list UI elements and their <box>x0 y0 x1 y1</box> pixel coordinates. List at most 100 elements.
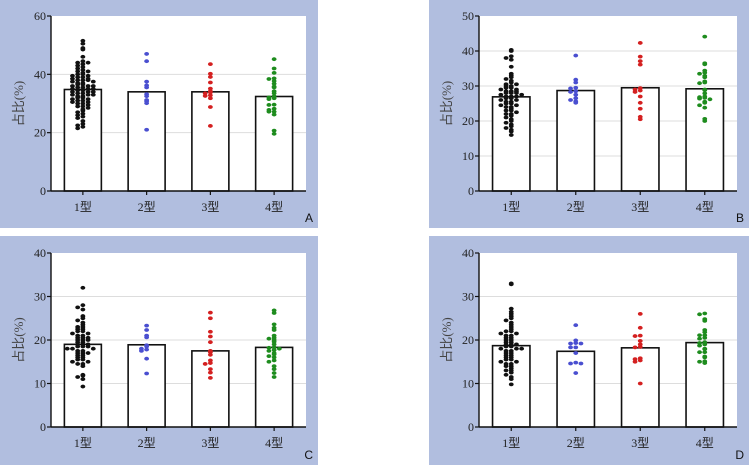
data-point <box>144 127 150 132</box>
data-point <box>271 57 277 62</box>
data-point <box>75 88 81 93</box>
data-point <box>508 85 514 90</box>
data-point <box>70 87 75 91</box>
x-tick-label: 3型 <box>631 436 649 450</box>
data-point <box>508 124 514 129</box>
data-point <box>70 359 75 364</box>
data-point <box>508 49 514 53</box>
data-point <box>702 342 708 347</box>
data-point <box>503 120 509 125</box>
data-point <box>75 78 81 83</box>
data-point <box>271 345 277 350</box>
data-point <box>508 129 514 134</box>
x-tick-label: 2型 <box>138 436 156 450</box>
data-point <box>508 344 514 349</box>
data-point <box>75 357 81 362</box>
y-tick-label: 30 <box>462 290 474 304</box>
data-point <box>70 89 75 94</box>
data-point <box>697 343 702 348</box>
data-point <box>519 92 525 97</box>
data-point <box>702 105 708 110</box>
data-point <box>80 108 86 113</box>
data-point <box>573 323 579 328</box>
data-point <box>64 346 70 351</box>
data-point <box>271 339 277 344</box>
bar-2 <box>127 91 166 192</box>
y-tick-label: 50 <box>462 9 474 23</box>
data-point <box>70 331 75 336</box>
data-point <box>514 94 519 99</box>
panel-label-c: C <box>304 448 313 462</box>
data-point <box>702 350 708 355</box>
data-point <box>85 100 91 104</box>
data-point <box>75 98 81 103</box>
data-point <box>702 88 708 93</box>
bar-2 <box>556 89 596 192</box>
data-point <box>637 100 643 105</box>
data-point <box>271 81 277 86</box>
panel-b: 0 10 20 30 40 50 1型 2型 3型 4型 占比(%) B <box>429 0 749 228</box>
data-point <box>75 116 81 120</box>
data-point <box>508 54 514 59</box>
data-point <box>508 306 514 311</box>
data-point <box>80 357 86 362</box>
data-point <box>637 325 643 330</box>
y-axis-label: 占比(%) <box>439 81 454 127</box>
data-point <box>266 354 272 358</box>
data-point <box>508 101 514 106</box>
data-point <box>80 384 86 389</box>
data-point <box>637 59 643 64</box>
data-point <box>80 95 86 100</box>
data-point <box>697 81 702 86</box>
data-point <box>207 93 213 98</box>
x-tick-label: 1型 <box>502 436 520 450</box>
data-point <box>207 90 213 95</box>
data-point <box>632 357 638 362</box>
data-point <box>573 77 579 82</box>
data-point <box>632 334 638 338</box>
y-tick-label: 40 <box>34 67 46 81</box>
data-point <box>271 70 277 75</box>
data-point <box>573 338 579 343</box>
data-point <box>144 101 150 106</box>
data-point <box>697 71 702 76</box>
data-point <box>271 328 277 332</box>
data-point <box>573 100 579 105</box>
data-point <box>508 370 514 375</box>
data-point <box>637 106 643 111</box>
data-point <box>508 329 514 334</box>
data-point <box>80 41 86 46</box>
data-point <box>514 331 519 336</box>
data-point <box>139 348 144 353</box>
data-point <box>80 101 86 106</box>
data-point <box>508 119 514 123</box>
y-tick-label: 40 <box>462 44 474 58</box>
chart-a: 0 20 40 60 1型 2型 3型 4型 占比(%) A <box>11 9 313 225</box>
data-point <box>144 347 150 352</box>
data-point <box>271 109 277 114</box>
data-point <box>207 310 213 315</box>
x-tick-label: 1型 <box>74 436 92 450</box>
data-point <box>508 357 514 362</box>
data-point <box>80 377 86 382</box>
data-point <box>90 79 96 84</box>
data-point <box>70 73 75 78</box>
data-point <box>80 98 86 103</box>
data-point <box>508 382 514 387</box>
data-point <box>80 59 86 64</box>
data-point <box>202 94 208 98</box>
data-point <box>271 358 277 363</box>
data-point <box>80 85 86 90</box>
data-point <box>266 109 272 114</box>
data-point <box>568 90 573 94</box>
data-point <box>503 344 509 349</box>
y-tick-label: 0 <box>40 184 46 198</box>
data-point <box>80 373 86 378</box>
data-point <box>514 98 519 102</box>
data-point <box>578 341 584 346</box>
data-point <box>207 361 213 365</box>
data-point <box>80 119 86 123</box>
x-tick-label: 3型 <box>631 200 649 214</box>
data-point <box>207 124 213 128</box>
y-tick-label: 0 <box>468 420 474 434</box>
